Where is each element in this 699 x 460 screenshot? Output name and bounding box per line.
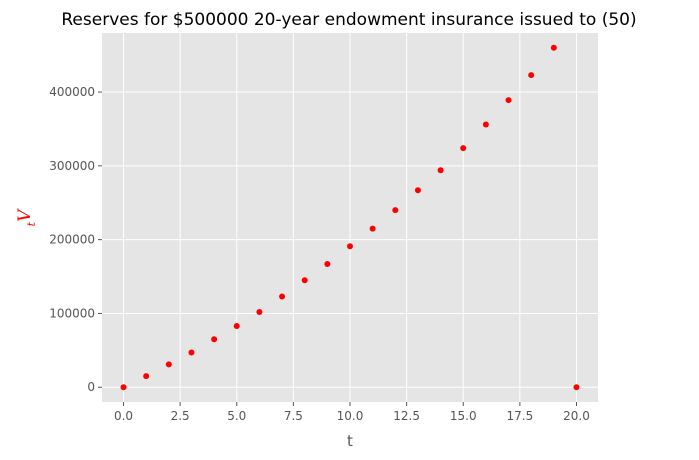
data-point	[550, 44, 557, 51]
data-point	[460, 145, 467, 152]
data-point	[324, 260, 331, 267]
y-tick-label: 300000	[49, 159, 95, 173]
x-tick-label: 20.0	[563, 409, 590, 423]
x-tick-label: 15.0	[450, 409, 477, 423]
y-axis: 0 100000 200000 300000 400000	[49, 85, 102, 394]
y-tick-label: 0	[87, 380, 95, 394]
y-axis-label-main: V	[15, 208, 35, 222]
data-point	[120, 384, 127, 391]
data-point	[573, 384, 580, 391]
x-axis-label: t	[347, 432, 353, 450]
data-point	[211, 336, 218, 343]
x-tick-label: 0.0	[114, 409, 133, 423]
data-point	[505, 97, 512, 104]
data-point	[188, 349, 195, 356]
data-point	[528, 72, 535, 79]
data-points	[120, 44, 580, 391]
x-tick-label: 2.5	[171, 409, 190, 423]
data-point	[347, 243, 353, 250]
data-point	[256, 308, 263, 315]
chart-title: Reserves for $500000 20-year endowment i…	[61, 10, 636, 30]
data-point	[301, 277, 308, 284]
data-point	[165, 361, 172, 368]
x-tick-label: 5.0	[227, 409, 246, 423]
data-point	[233, 322, 240, 329]
data-point	[369, 225, 376, 232]
y-axis-label: tV	[15, 208, 38, 226]
y-axis-label-subscript: t	[25, 221, 38, 226]
x-tick-label: 10.0	[337, 409, 364, 423]
svg-text:tV: tV	[15, 208, 38, 226]
data-point	[414, 187, 421, 194]
data-point	[279, 293, 286, 300]
data-point	[482, 121, 489, 128]
x-tick-label: 7.5	[284, 409, 303, 423]
x-tick-label: 12.5	[393, 409, 420, 423]
y-tick-label: 100000	[49, 306, 95, 320]
x-axis: 0.0 2.5 5.0 7.5 10.0 12.5 15.0 17.5 20.0	[114, 402, 590, 423]
y-tick-label: 400000	[49, 85, 95, 99]
y-tick-label: 200000	[49, 233, 95, 247]
data-point	[437, 167, 444, 174]
grid-lines	[102, 33, 598, 402]
data-point	[143, 373, 150, 380]
data-point	[392, 207, 399, 214]
x-tick-label: 17.5	[507, 409, 534, 423]
